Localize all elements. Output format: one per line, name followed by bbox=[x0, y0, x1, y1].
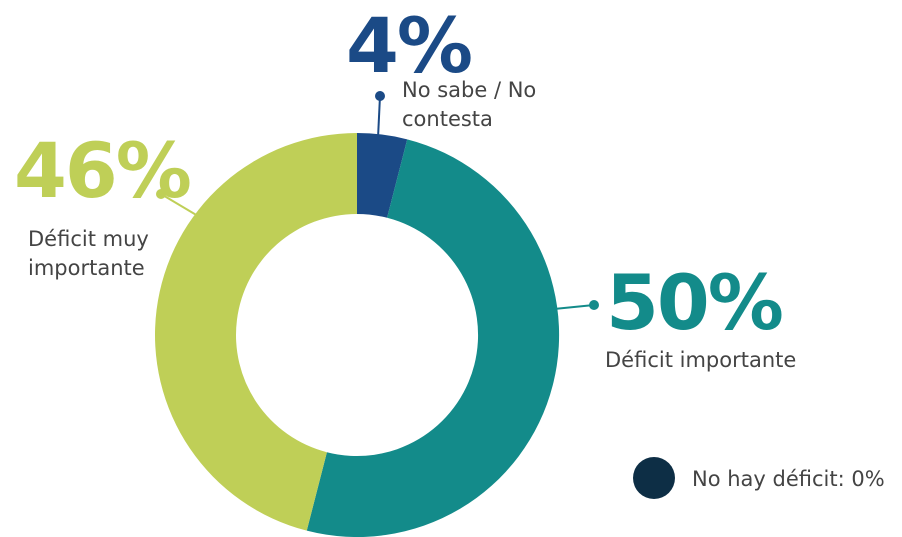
category-label: Déficit importante bbox=[605, 348, 797, 372]
leader-dot bbox=[589, 300, 599, 310]
donut-segment bbox=[155, 133, 357, 531]
donut-segment bbox=[357, 133, 408, 218]
leader-line bbox=[377, 95, 381, 139]
donut-segment bbox=[306, 139, 559, 537]
leader-line bbox=[553, 304, 595, 310]
legend-label: No hay déficit: 0% bbox=[692, 465, 885, 494]
leader-dot bbox=[156, 189, 166, 199]
value-label: 46% bbox=[14, 126, 192, 215]
value-label: 50% bbox=[606, 258, 784, 347]
legend-swatch bbox=[633, 457, 675, 499]
category-label: Déficit muy importante bbox=[28, 227, 149, 280]
leader-line bbox=[160, 193, 199, 217]
legend-value: 0% bbox=[851, 467, 885, 491]
value-label: 4% bbox=[346, 1, 473, 90]
legend-text: No hay déficit: bbox=[692, 467, 845, 491]
leader-dot bbox=[375, 91, 385, 101]
category-label: No sabe / No contesta bbox=[402, 78, 537, 131]
